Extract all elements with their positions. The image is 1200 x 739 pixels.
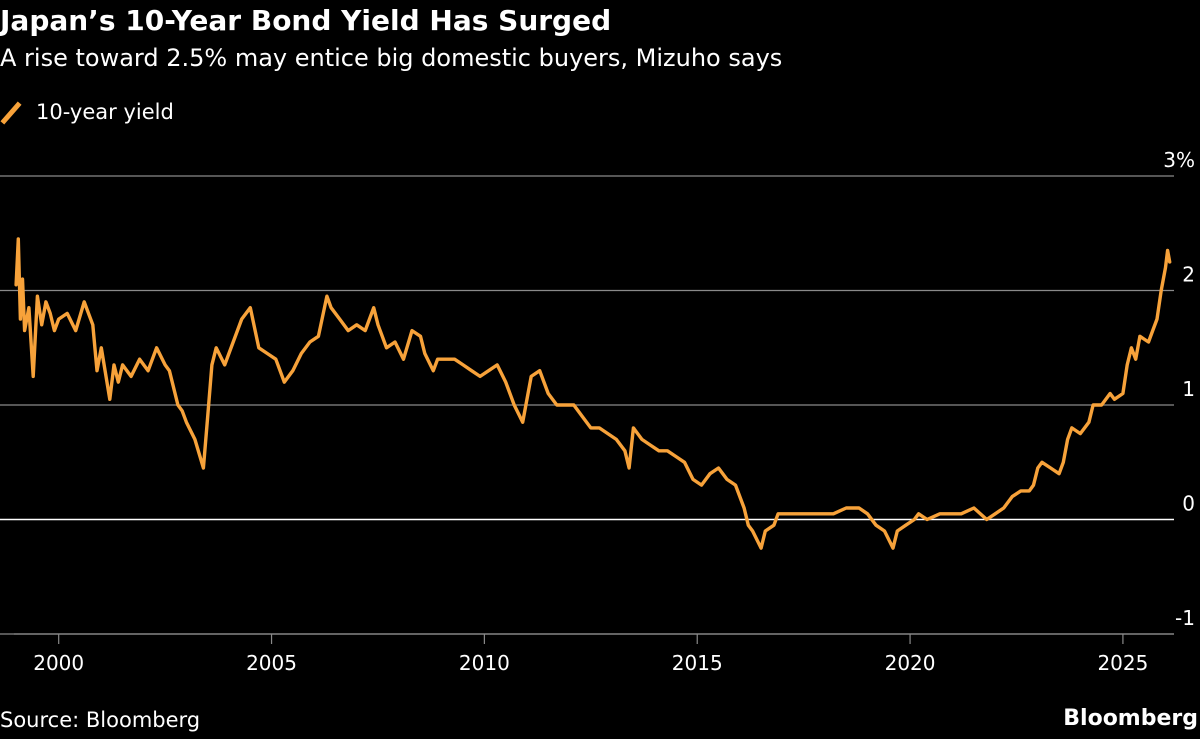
series-line-0 [14,237,1172,550]
x-axis: 2000 2005 2010 2015 2020 2025 [14,633,1174,675]
chart-subtitle: A rise toward 2.5% may entice big domest… [0,44,783,72]
grid-lines [0,175,1174,635]
x-tick-label-3: 2015 [672,651,723,675]
chart-title: Japan’s 10-Year Bond Yield Has Surged [0,4,612,37]
y-tick-label-1: 2 [1182,263,1195,287]
source-note: Source: Bloomberg [0,708,201,732]
y-axis-labels: 3% 2 1 0 -1 [1163,148,1195,630]
y-tick-label-3: 0 [1182,492,1195,516]
y-tick-label-0: 3% [1163,148,1195,172]
x-tick-label-2: 2010 [459,651,510,675]
y-tick-label-4: -1 [1175,606,1195,630]
x-tick-label-1: 2005 [246,651,297,675]
bloomberg-logo: Bloomberg [1063,706,1198,731]
x-tick-label-4: 2020 [885,651,936,675]
legend: 10-year yield [0,96,174,128]
x-tick-label-5: 2025 [1097,651,1148,675]
legend-swatch-icon [0,101,22,125]
series-layer [14,237,1172,550]
y-tick-label-2: 1 [1182,377,1195,401]
legend-label: 10-year yield [36,100,174,124]
x-tick-label-0: 2000 [33,651,84,675]
